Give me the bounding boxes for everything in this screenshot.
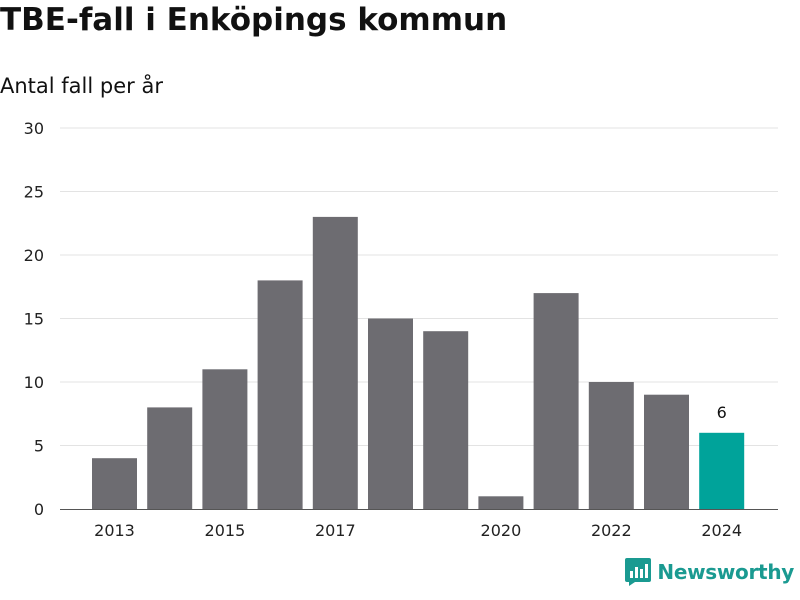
x-tick-label: 2022	[591, 521, 632, 540]
data-label: 6	[717, 403, 727, 422]
y-tick-label: 20	[24, 246, 44, 265]
bar-2022	[588, 382, 634, 509]
x-tick-label: 2024	[701, 521, 742, 540]
bar-2020	[478, 496, 524, 509]
y-tick-label: 15	[24, 310, 44, 329]
newsworthy-logo: Newsworthy	[625, 558, 794, 586]
x-axis: 2013 2015 2017 2020 2022 2024	[60, 509, 778, 540]
bar-2016	[257, 280, 303, 509]
bar-2013	[92, 458, 137, 509]
y-tick-label: 0	[34, 500, 44, 519]
bar-2014	[147, 407, 193, 509]
x-tick-label: 2020	[481, 521, 522, 540]
bars	[92, 216, 745, 509]
x-tick-label: 2017	[315, 521, 356, 540]
x-tick-label: 2015	[205, 521, 246, 540]
bar-2021	[533, 293, 579, 509]
bar-2024	[699, 432, 745, 509]
y-axis: 0 5 10 15 20 25 30	[24, 119, 44, 519]
y-tick-label: 5	[34, 437, 44, 456]
bar-2023	[644, 394, 689, 509]
chart-title: TBE-fall i Enköpings kommun	[0, 2, 508, 38]
bar-2017	[312, 216, 358, 509]
data-labels: 6	[717, 403, 727, 422]
newsworthy-logo-icon	[625, 558, 652, 586]
x-tick-label: 2013	[94, 521, 135, 540]
y-tick-label: 10	[24, 373, 44, 392]
bar-2015	[202, 369, 248, 509]
y-tick-label: 30	[24, 119, 44, 138]
logo-text: Newsworthy	[657, 560, 794, 584]
bar-2018	[368, 318, 413, 509]
bar-2019	[423, 331, 469, 509]
chart-subtitle: Antal fall per år	[0, 74, 163, 98]
y-tick-label: 25	[24, 183, 44, 202]
